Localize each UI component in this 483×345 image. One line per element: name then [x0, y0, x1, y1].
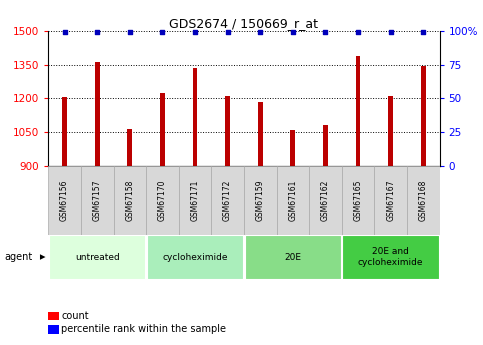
- Point: [158, 30, 166, 35]
- FancyBboxPatch shape: [81, 166, 114, 235]
- FancyBboxPatch shape: [276, 166, 309, 235]
- Point: [289, 30, 297, 35]
- Text: GSM67172: GSM67172: [223, 179, 232, 221]
- FancyBboxPatch shape: [309, 166, 342, 235]
- Text: 20E: 20E: [284, 253, 301, 262]
- FancyBboxPatch shape: [212, 166, 244, 235]
- Text: GSM67156: GSM67156: [60, 179, 69, 221]
- Text: GSM67167: GSM67167: [386, 179, 395, 221]
- Bar: [355, 56, 360, 166]
- Text: GSM67159: GSM67159: [256, 179, 265, 221]
- Bar: [128, 129, 132, 166]
- FancyBboxPatch shape: [48, 166, 81, 235]
- Text: GSM67168: GSM67168: [419, 179, 428, 221]
- Bar: [95, 62, 99, 166]
- Point: [191, 30, 199, 35]
- Text: GSM67165: GSM67165: [354, 179, 363, 221]
- Text: untreated: untreated: [75, 253, 120, 262]
- Text: agent: agent: [5, 252, 33, 262]
- Point: [322, 30, 329, 35]
- FancyBboxPatch shape: [407, 166, 440, 235]
- FancyBboxPatch shape: [244, 166, 276, 235]
- Text: GSM67162: GSM67162: [321, 179, 330, 221]
- Text: cycloheximide: cycloheximide: [162, 253, 228, 262]
- Text: count: count: [61, 311, 89, 321]
- Bar: [62, 97, 67, 166]
- Point: [256, 30, 264, 35]
- Text: 20E and
cycloheximide: 20E and cycloheximide: [358, 247, 424, 267]
- Point: [387, 30, 395, 35]
- FancyBboxPatch shape: [342, 236, 439, 278]
- FancyBboxPatch shape: [147, 236, 243, 278]
- Text: percentile rank within the sample: percentile rank within the sample: [61, 325, 227, 334]
- Bar: [388, 96, 393, 166]
- Point: [224, 30, 231, 35]
- FancyBboxPatch shape: [342, 166, 374, 235]
- Bar: [160, 93, 165, 166]
- FancyBboxPatch shape: [146, 166, 179, 235]
- Bar: [323, 125, 328, 166]
- Bar: [421, 66, 426, 166]
- Title: GDS2674 / 150669_r_at: GDS2674 / 150669_r_at: [170, 17, 318, 30]
- Point: [93, 30, 101, 35]
- Text: GSM67171: GSM67171: [190, 179, 199, 221]
- Point: [419, 30, 427, 35]
- Point: [354, 30, 362, 35]
- FancyBboxPatch shape: [374, 166, 407, 235]
- Bar: [290, 130, 295, 166]
- Text: GSM67158: GSM67158: [125, 179, 134, 221]
- Text: GSM67170: GSM67170: [158, 179, 167, 221]
- Bar: [225, 96, 230, 166]
- FancyBboxPatch shape: [114, 166, 146, 235]
- Point: [61, 30, 69, 35]
- Bar: [258, 102, 263, 166]
- FancyBboxPatch shape: [244, 236, 341, 278]
- Text: GSM67161: GSM67161: [288, 179, 298, 221]
- Bar: [193, 68, 198, 166]
- Point: [126, 30, 134, 35]
- FancyBboxPatch shape: [49, 236, 145, 278]
- FancyBboxPatch shape: [179, 166, 212, 235]
- Text: GSM67157: GSM67157: [93, 179, 102, 221]
